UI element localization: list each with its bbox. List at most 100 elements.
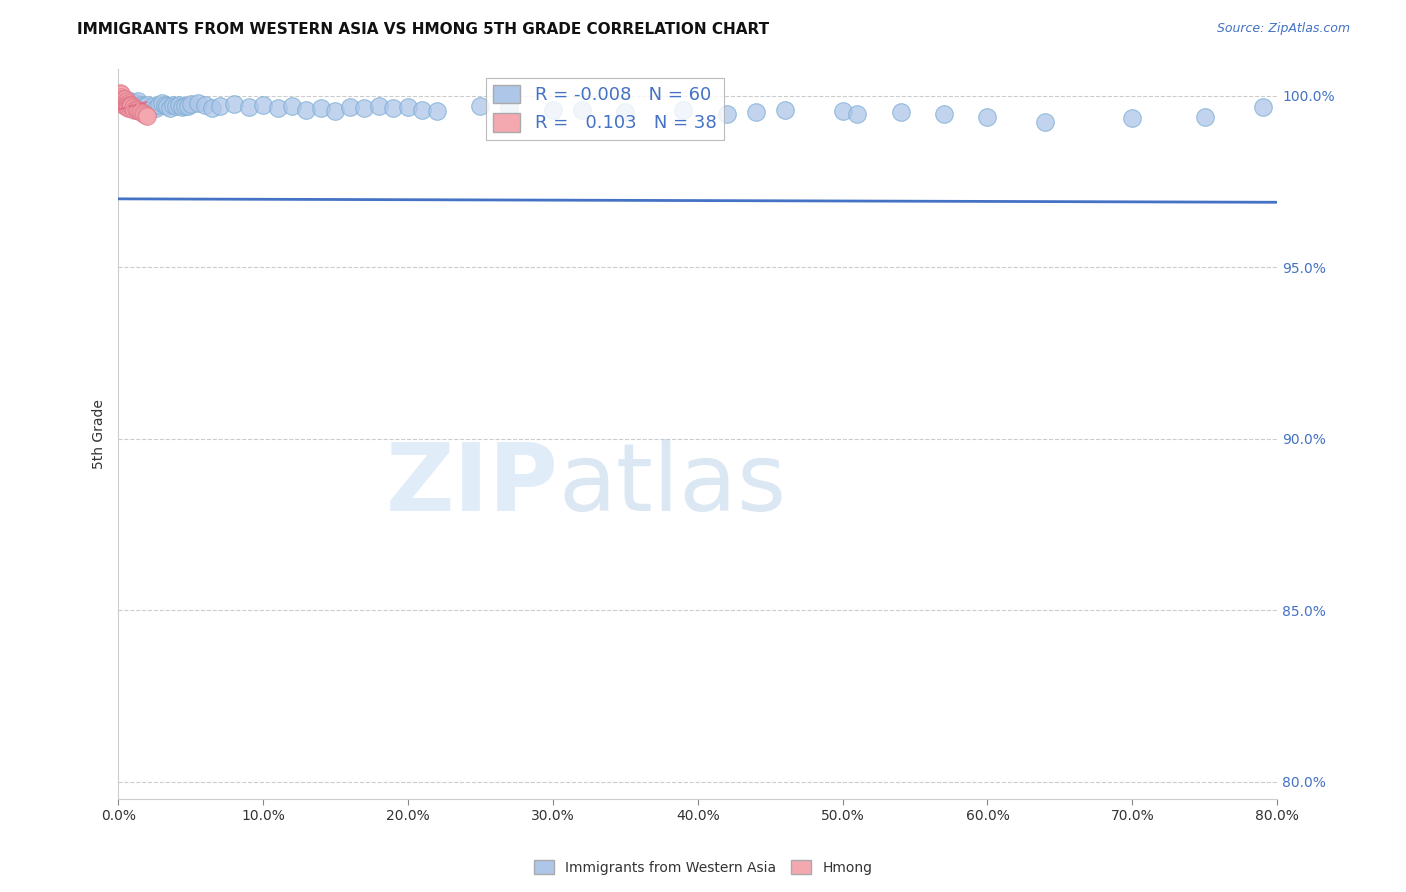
Point [110,89,132,103]
Point [115,96,138,111]
Point [118,101,141,115]
Point [132,106,155,120]
Point [295,103,318,117]
Point [170,100,193,114]
Point [110,87,132,102]
Legend: Immigrants from Western Asia, Hmong: Immigrants from Western Asia, Hmong [529,855,877,880]
Point [1121,112,1143,126]
Point [382,101,405,115]
Point [117,95,139,110]
Point [142,99,165,113]
Point [831,104,853,119]
Point [1035,114,1057,128]
Point [266,101,288,115]
Point [426,104,449,119]
Point [571,103,593,118]
Point [114,97,136,112]
Point [396,100,419,114]
Y-axis label: 5th Grade: 5th Grade [93,399,107,468]
Point [117,101,139,115]
Point [136,97,159,112]
Point [122,103,145,117]
Point [325,104,347,119]
Point [201,101,224,115]
Point [614,105,637,120]
Point [368,98,391,112]
Point [114,92,136,106]
Point [498,101,520,115]
Text: atlas: atlas [558,439,787,531]
Point [131,97,153,112]
Point [252,97,274,112]
Point [165,99,187,113]
Point [134,99,156,113]
Point [118,94,141,108]
Point [167,97,190,112]
Text: IMMIGRANTS FROM WESTERN ASIA VS HMONG 5TH GRADE CORRELATION CHART: IMMIGRANTS FROM WESTERN ASIA VS HMONG 5T… [77,22,769,37]
Point [890,105,912,120]
Point [222,96,245,111]
Point [176,99,198,113]
Point [716,107,738,121]
Point [135,108,157,122]
Point [111,96,134,111]
Point [117,99,139,113]
Point [125,103,148,118]
Point [134,107,156,121]
Point [115,94,138,108]
Point [145,101,167,115]
Point [411,103,433,117]
Point [114,92,136,106]
Point [128,104,150,119]
Point [281,99,304,113]
Point [976,110,998,124]
Point [1194,110,1216,124]
Point [173,98,195,112]
Point [131,105,153,120]
Point [121,101,143,115]
Point [124,102,146,116]
Point [148,97,170,112]
Point [744,105,766,120]
Point [470,99,492,113]
Point [127,94,149,108]
Point [159,101,181,115]
Legend: R = -0.008   N = 60, R =   0.103   N = 38: R = -0.008 N = 60, R = 0.103 N = 38 [486,78,724,140]
Point [541,103,564,117]
Point [136,109,159,123]
Point [111,92,134,106]
Point [187,95,209,110]
Point [124,95,146,110]
Point [121,97,143,112]
Point [353,101,375,115]
Point [309,101,332,115]
Point [238,100,260,114]
Point [120,98,142,112]
Point [112,96,135,111]
Point [112,92,135,106]
Point [112,94,135,108]
Point [932,107,955,121]
Point [139,103,162,117]
Point [846,107,869,121]
Point [1251,100,1274,114]
Point [180,96,202,111]
Point [121,100,143,114]
Text: ZIP: ZIP [385,439,558,531]
Point [773,103,796,117]
Point [111,94,134,108]
Point [118,99,141,113]
Point [162,97,184,112]
Point [156,99,179,113]
Point [127,103,149,117]
Point [208,98,231,112]
Point [118,97,141,112]
Point [120,97,142,112]
Point [114,99,136,113]
Point [115,99,138,113]
Point [150,95,173,110]
Point [114,95,136,109]
Point [108,86,131,100]
Text: Source: ZipAtlas.com: Source: ZipAtlas.com [1216,22,1350,36]
Point [339,100,361,114]
